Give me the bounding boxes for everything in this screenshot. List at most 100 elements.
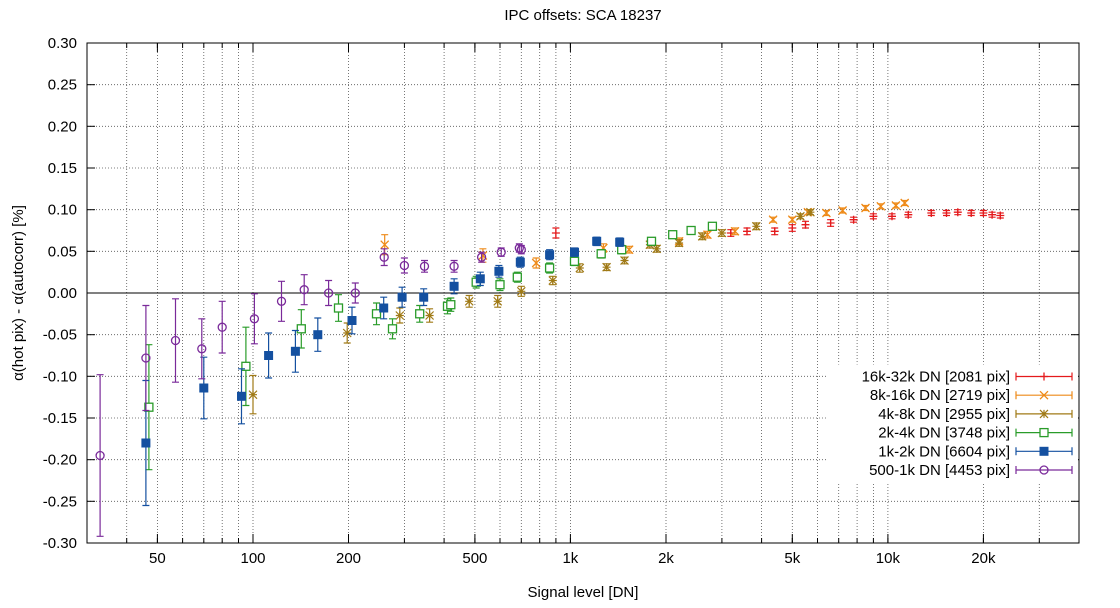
data-point bbox=[770, 227, 779, 236]
data-point bbox=[996, 211, 1005, 220]
data-point bbox=[904, 210, 913, 219]
data-point bbox=[217, 322, 227, 332]
data-point bbox=[592, 236, 602, 246]
y-tick-label: 0.10 bbox=[48, 202, 77, 219]
data-point bbox=[476, 252, 487, 262]
data-point bbox=[570, 247, 579, 257]
y-tick-label: -0.25 bbox=[43, 493, 77, 510]
data-point bbox=[668, 230, 678, 240]
y-tick-label: 0.15 bbox=[48, 160, 77, 177]
legend-marker bbox=[1039, 427, 1049, 438]
error-bar bbox=[380, 248, 388, 267]
error-bar bbox=[325, 279, 333, 307]
x-tick-label: 500 bbox=[462, 550, 487, 567]
legend-label: 16k-32k DN [2081 pix] bbox=[862, 369, 1010, 386]
error-bar bbox=[142, 304, 150, 412]
series-0 bbox=[551, 208, 1005, 239]
data-point bbox=[379, 252, 389, 262]
error-bar bbox=[250, 293, 258, 345]
data-point bbox=[464, 296, 474, 306]
y-tick-label: -0.10 bbox=[43, 368, 77, 385]
y-tick-label: -0.05 bbox=[43, 327, 77, 344]
x-tick-label: 50 bbox=[149, 550, 166, 567]
data-point bbox=[838, 206, 848, 215]
data-point bbox=[751, 221, 761, 231]
x-tick-label: 10k bbox=[876, 550, 901, 567]
data-point bbox=[967, 209, 976, 217]
y-tick-label: 0.25 bbox=[48, 77, 77, 94]
data-point bbox=[707, 221, 718, 231]
data-point bbox=[425, 311, 435, 320]
data-point bbox=[942, 209, 951, 217]
data-point bbox=[516, 245, 526, 255]
data-point bbox=[551, 229, 560, 237]
data-point bbox=[624, 245, 634, 255]
data-point bbox=[821, 208, 831, 218]
data-point bbox=[697, 231, 707, 241]
data-point bbox=[199, 383, 209, 393]
data-point bbox=[979, 209, 988, 217]
data-point bbox=[419, 261, 430, 271]
data-point bbox=[953, 208, 962, 217]
data-point bbox=[449, 261, 459, 271]
error-bar bbox=[351, 282, 359, 304]
error-bar bbox=[218, 300, 226, 354]
data-point bbox=[415, 309, 425, 319]
series-4 bbox=[141, 236, 625, 507]
legend-swatch bbox=[1015, 466, 1073, 474]
x-tick-label: 1k bbox=[562, 550, 578, 567]
data-point bbox=[197, 344, 207, 354]
y-tick-label: 0.20 bbox=[48, 118, 77, 135]
x-tick-label: 5k bbox=[784, 550, 800, 567]
x-tick-label: 200 bbox=[336, 550, 361, 567]
data-point bbox=[516, 286, 526, 296]
data-point bbox=[512, 272, 522, 282]
legend-label: 2k-4k DN [3748 pix] bbox=[878, 425, 1010, 442]
axes: 0.30 0.25 0.20 0.15 0.10 0.05 0.00 -0.05 -0.10 -0… bbox=[43, 35, 1080, 567]
data-point bbox=[495, 280, 505, 290]
data-point bbox=[141, 353, 151, 363]
legend-marker bbox=[1039, 409, 1049, 419]
legend-label: 4k-8k DN [2955 pix] bbox=[878, 406, 1010, 423]
error-bar bbox=[198, 318, 206, 380]
y-tick-label: -0.15 bbox=[43, 410, 77, 427]
legend-background bbox=[828, 364, 1078, 483]
data-point bbox=[787, 215, 797, 225]
legend-marker bbox=[1039, 446, 1049, 456]
legend: 16k-32k DN [2081 pix]8k-16k DN [2719 pix… bbox=[828, 364, 1078, 483]
data-point bbox=[686, 225, 696, 236]
data-point bbox=[395, 311, 405, 320]
data-point bbox=[264, 351, 274, 360]
y-tick-label: -0.30 bbox=[43, 535, 77, 552]
data-layer bbox=[95, 198, 1005, 537]
data-point bbox=[531, 258, 541, 268]
data-point bbox=[544, 263, 555, 273]
legend-label: 8k-16k DN [2719 pix] bbox=[870, 387, 1010, 404]
data-point bbox=[768, 215, 778, 225]
data-point bbox=[323, 288, 334, 298]
data-point bbox=[241, 361, 251, 371]
data-point bbox=[380, 240, 390, 250]
data-point bbox=[717, 228, 727, 238]
error-bar bbox=[478, 251, 486, 263]
data-point bbox=[514, 243, 524, 253]
data-point bbox=[743, 227, 751, 236]
data-point bbox=[144, 402, 154, 412]
data-point bbox=[548, 276, 558, 285]
chart-title: IPC offsets: SCA 18237 bbox=[504, 7, 661, 24]
data-point bbox=[141, 438, 151, 448]
legend-marker bbox=[1040, 372, 1048, 381]
data-point bbox=[861, 203, 870, 213]
data-point bbox=[876, 201, 886, 211]
data-point bbox=[446, 300, 456, 310]
error-bar bbox=[300, 274, 308, 306]
data-point bbox=[569, 256, 580, 266]
data-point bbox=[545, 250, 555, 260]
legend-label: 500-1k DN [4453 pix] bbox=[869, 462, 1010, 479]
data-point bbox=[387, 324, 398, 334]
error-bar bbox=[96, 374, 104, 537]
data-point bbox=[170, 335, 181, 346]
data-point bbox=[397, 292, 407, 302]
legend-label: 1k-2k DN [6604 pix] bbox=[878, 443, 1010, 460]
data-point bbox=[988, 210, 997, 219]
